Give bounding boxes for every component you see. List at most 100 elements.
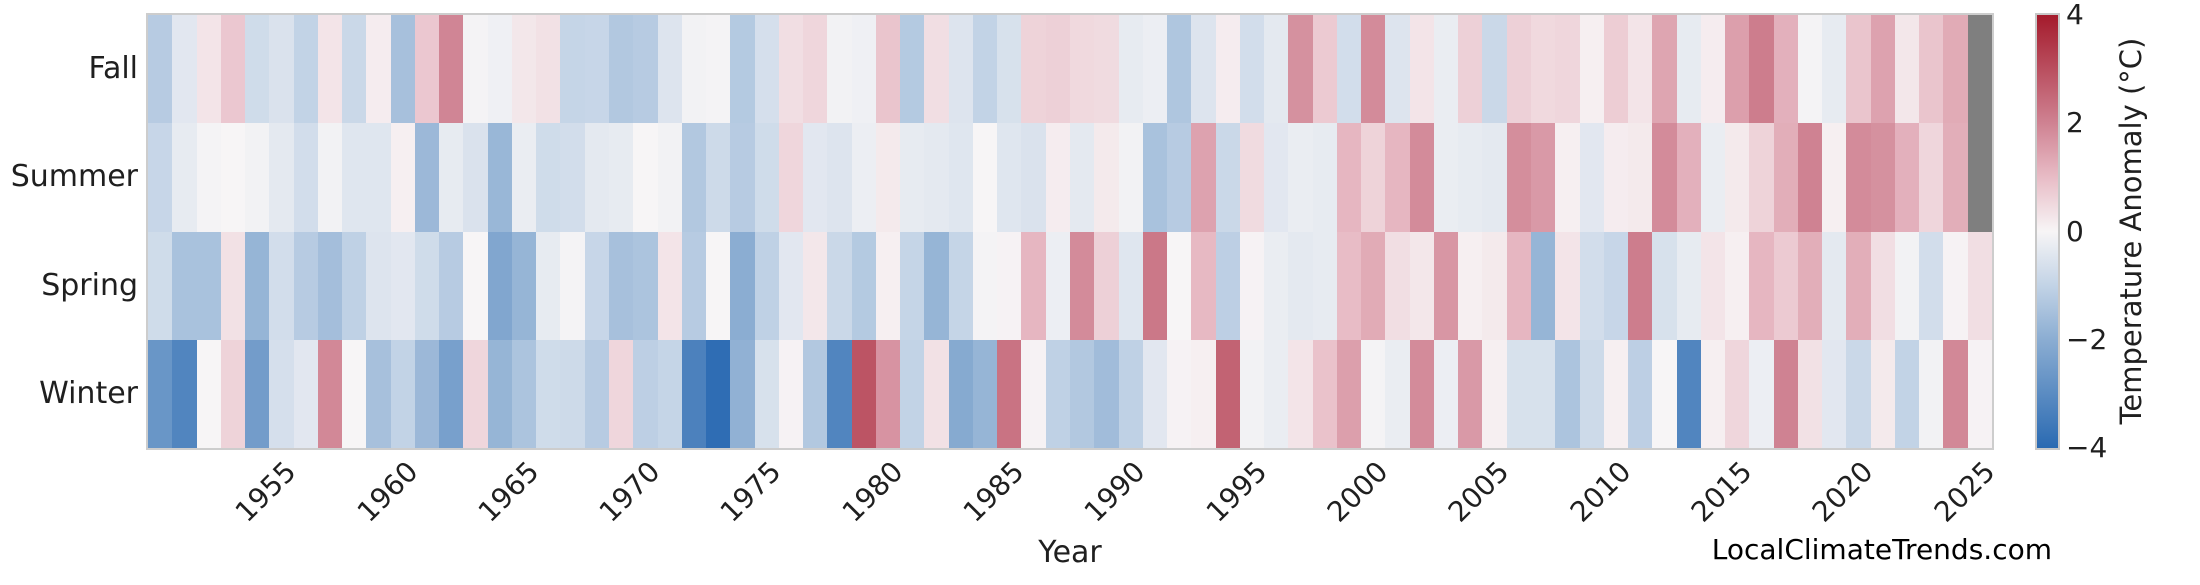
heatmap-cell-fall-1980 xyxy=(875,15,901,124)
heatmap-cell-spring-1996 xyxy=(1264,231,1289,340)
heatmap-cell-summer-1970 xyxy=(633,123,658,232)
heatmap-cell-summer-1988 xyxy=(1070,123,1095,232)
heatmap-cell-fall-1974 xyxy=(730,15,755,124)
heatmap-cell-winter-1958 xyxy=(342,339,367,448)
heatmap-cell-summer-1991 xyxy=(1142,123,1168,232)
heatmap-cell-summer-1993 xyxy=(1191,123,1216,232)
heatmap-cell-fall-2001 xyxy=(1385,15,1410,124)
x-tick-1995: 1995 xyxy=(1199,454,1274,529)
heatmap-cell-fall-1964 xyxy=(487,15,512,124)
heatmap-cell-fall-1962 xyxy=(439,15,464,124)
heatmap-cell-fall-2009 xyxy=(1579,15,1604,124)
heatmap-cell-winter-1974 xyxy=(730,339,755,448)
heatmap-cell-fall-1975 xyxy=(754,15,779,124)
heatmap-cell-winter-1957 xyxy=(317,339,343,448)
heatmap-cell-winter-2025 xyxy=(1967,339,1992,448)
heatmap-cell-winter-1982 xyxy=(924,339,949,448)
heatmap-cell-winter-2014 xyxy=(1700,339,1726,448)
heatmap-cell-summer-2012 xyxy=(1652,123,1677,232)
colorbar-axis-title: Temperature Anomaly (°C) xyxy=(2114,37,2148,425)
heatmap-cell-fall-2004 xyxy=(1458,15,1483,124)
heatmap-cell-summer-1953 xyxy=(220,123,246,232)
heatmap-cell-fall-2020 xyxy=(1846,15,1871,124)
heatmap-cell-fall-1986 xyxy=(1021,15,1046,124)
heatmap-cell-spring-2010 xyxy=(1603,231,1629,340)
heatmap-cell-summer-2005 xyxy=(1482,123,1507,232)
heatmap-cell-spring-2012 xyxy=(1652,231,1677,340)
heatmap-cell-winter-1971 xyxy=(657,339,682,448)
heatmap-cell-summer-2002 xyxy=(1409,123,1434,232)
heatmap-cell-winter-2017 xyxy=(1773,339,1798,448)
heatmap-cell-spring-1969 xyxy=(609,231,634,340)
heatmap-cell-summer-2011 xyxy=(1628,123,1653,232)
heatmap-cell-fall-1952 xyxy=(196,15,221,124)
heatmap-cell-winter-1950 xyxy=(148,339,173,448)
heatmap-cell-winter-1983 xyxy=(948,339,973,448)
heatmap-cell-winter-1961 xyxy=(414,339,440,448)
heatmap-cell-fall-1981 xyxy=(900,15,925,124)
heatmap-cell-winter-1968 xyxy=(584,339,609,448)
heatmap-cell-spring-1975 xyxy=(754,231,779,340)
x-tick-1985: 1985 xyxy=(956,454,1031,529)
heatmap-cell-winter-1963 xyxy=(463,339,488,448)
heatmap-cell-spring-2018 xyxy=(1797,231,1823,340)
heatmap-cell-summer-2022 xyxy=(1894,123,1920,232)
heatmap-cell-summer-2016 xyxy=(1749,123,1774,232)
heatmap-cell-spring-2020 xyxy=(1846,231,1871,340)
heatmap-cell-spring-1962 xyxy=(439,231,464,340)
row-label-fall: Fall xyxy=(88,51,138,87)
heatmap-cell-winter-2001 xyxy=(1385,339,1410,448)
heatmap-cell-winter-1992 xyxy=(1167,339,1192,448)
heatmap-cell-summer-2004 xyxy=(1458,123,1483,232)
heatmap-cell-summer-2010 xyxy=(1603,123,1629,232)
heatmap-cell-summer-1987 xyxy=(1045,123,1070,232)
heatmap-cell-summer-1963 xyxy=(463,123,488,232)
heatmap-cell-winter-2019 xyxy=(1822,339,1847,448)
x-tick-2020: 2020 xyxy=(1806,454,1880,529)
x-tick-1980: 1980 xyxy=(835,454,910,529)
heatmap-cell-fall-1955 xyxy=(269,15,294,124)
heatmap-cell-summer-1992 xyxy=(1167,123,1192,232)
heatmap-cell-fall-1967 xyxy=(560,15,585,124)
heatmap-cell-fall-1966 xyxy=(536,15,561,124)
heatmap-cell-spring-2021 xyxy=(1870,231,1895,340)
heatmap-cell-spring-1990 xyxy=(1118,231,1143,340)
colorbar-tick-4: 4 xyxy=(2066,0,2084,31)
heatmap-cell-winter-2013 xyxy=(1676,339,1701,448)
heatmap-cell-fall-1970 xyxy=(633,15,658,124)
heatmap-cell-spring-1988 xyxy=(1070,231,1095,340)
heatmap-cell-fall-1954 xyxy=(245,15,270,124)
heatmap-cell-winter-2022 xyxy=(1894,339,1920,448)
heatmap-cell-summer-1951 xyxy=(172,123,197,232)
heatmap-cell-summer-2024 xyxy=(1943,123,1968,232)
heatmap-cell-winter-1964 xyxy=(487,339,512,448)
heatmap-cell-fall-2011 xyxy=(1628,15,1653,124)
heatmap-cell-summer-1978 xyxy=(827,123,852,232)
heatmap-cell-winter-1995 xyxy=(1239,339,1265,448)
watermark-text: LocalClimateTrends.com xyxy=(1711,533,2052,566)
heatmap-cell-summer-1980 xyxy=(875,123,901,232)
heatmap-cell-fall-2022 xyxy=(1894,15,1920,124)
heatmap-cell-fall-1995 xyxy=(1239,15,1265,124)
heatmap-cell-spring-1984 xyxy=(972,231,998,340)
heatmap-cell-summer-1989 xyxy=(1094,123,1119,232)
heatmap-cell-spring-2024 xyxy=(1943,231,1968,340)
heatmap-cell-spring-2016 xyxy=(1749,231,1774,340)
heatmap-cell-summer-2017 xyxy=(1773,123,1798,232)
heatmap-cell-fall-1968 xyxy=(584,15,609,124)
x-tick-2005: 2005 xyxy=(1442,454,1516,529)
heatmap-cell-winter-1951 xyxy=(172,339,197,448)
heatmap-cell-spring-1952 xyxy=(196,231,221,340)
heatmap-cell-spring-1954 xyxy=(245,231,270,340)
heatmap-cell-spring-2017 xyxy=(1773,231,1798,340)
heatmap-cell-fall-1951 xyxy=(172,15,197,124)
heatmap-cell-fall-2019 xyxy=(1822,15,1847,124)
heatmap-cell-fall-2015 xyxy=(1725,15,1750,124)
heatmap-cell-summer-2003 xyxy=(1433,123,1459,232)
heatmap-cell-winter-1987 xyxy=(1045,339,1070,448)
heatmap-cell-spring-1961 xyxy=(414,231,440,340)
heatmap-cell-spring-1985 xyxy=(997,231,1022,340)
x-tick-1960: 1960 xyxy=(350,454,424,529)
heatmap-cell-fall-1996 xyxy=(1264,15,1289,124)
heatmap-cell-winter-2010 xyxy=(1603,339,1629,448)
